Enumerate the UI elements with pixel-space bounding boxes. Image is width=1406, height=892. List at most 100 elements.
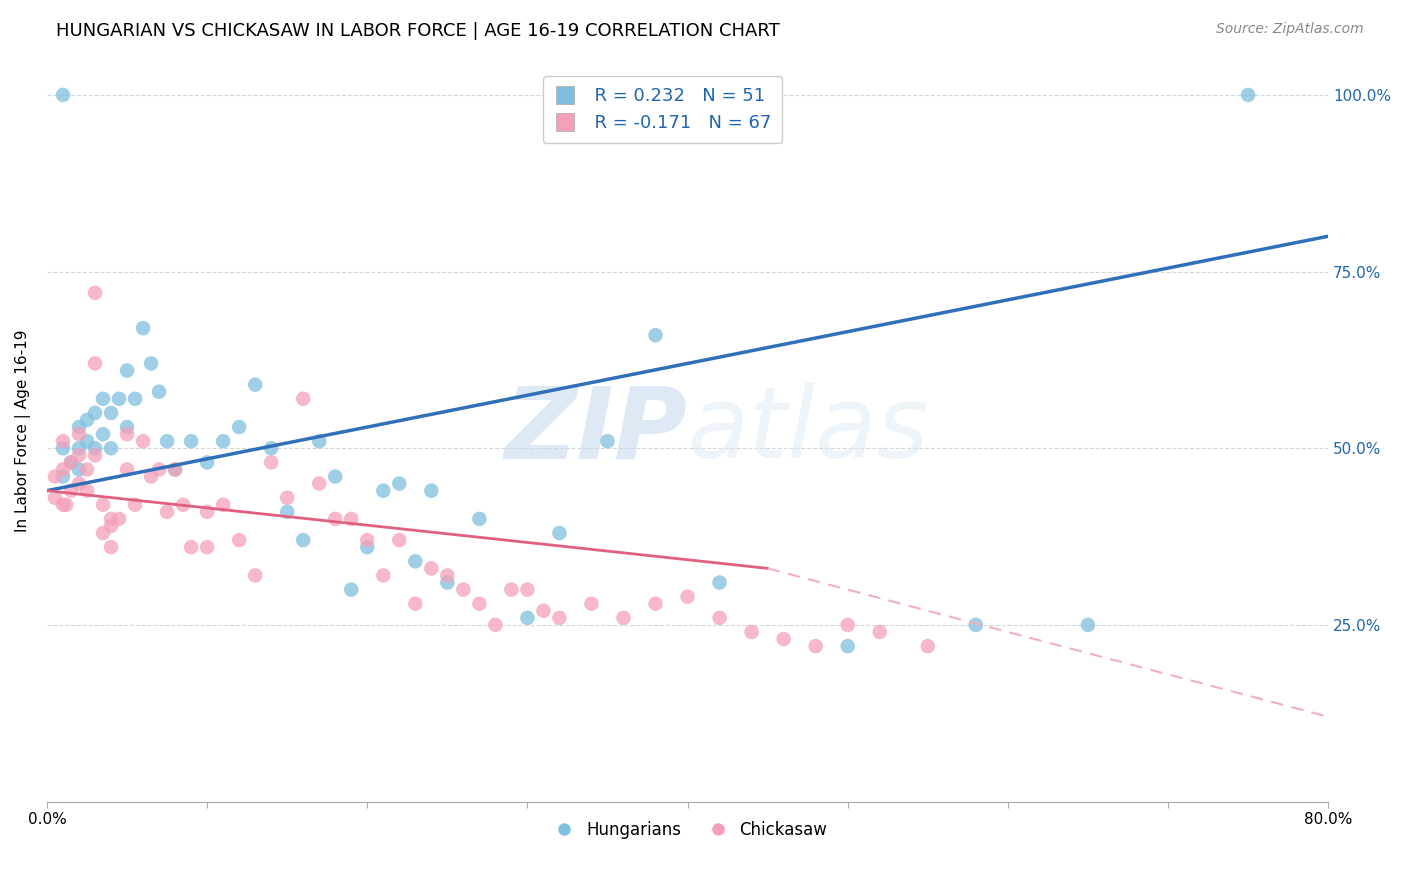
Point bbox=[84, 285, 107, 300]
Point bbox=[139, 469, 162, 483]
Point bbox=[156, 505, 179, 519]
Point bbox=[100, 442, 122, 456]
Point bbox=[612, 611, 634, 625]
Point bbox=[501, 582, 523, 597]
Point bbox=[195, 540, 218, 554]
Point bbox=[76, 413, 98, 427]
Point bbox=[115, 363, 138, 377]
Point bbox=[76, 483, 98, 498]
Point bbox=[404, 597, 426, 611]
Point bbox=[59, 455, 82, 469]
Point bbox=[323, 512, 346, 526]
Point bbox=[76, 462, 98, 476]
Point bbox=[644, 328, 666, 343]
Point bbox=[581, 597, 603, 611]
Point bbox=[52, 87, 75, 102]
Point bbox=[67, 476, 90, 491]
Point bbox=[52, 434, 75, 449]
Point bbox=[869, 624, 891, 639]
Point bbox=[404, 554, 426, 568]
Point bbox=[67, 420, 90, 434]
Point bbox=[100, 512, 122, 526]
Point bbox=[292, 533, 315, 548]
Point bbox=[548, 611, 571, 625]
Point bbox=[260, 455, 283, 469]
Point bbox=[67, 462, 90, 476]
Point bbox=[156, 434, 179, 449]
Point bbox=[276, 505, 298, 519]
Text: ZIP: ZIP bbox=[505, 382, 688, 479]
Point bbox=[837, 639, 859, 653]
Point bbox=[52, 498, 75, 512]
Point bbox=[1237, 87, 1260, 102]
Point bbox=[124, 392, 146, 406]
Point bbox=[436, 575, 458, 590]
Point bbox=[52, 442, 75, 456]
Point bbox=[676, 590, 699, 604]
Point bbox=[228, 533, 250, 548]
Point bbox=[100, 406, 122, 420]
Point bbox=[165, 462, 187, 476]
Point bbox=[84, 406, 107, 420]
Point bbox=[228, 420, 250, 434]
Point bbox=[356, 533, 378, 548]
Point bbox=[67, 448, 90, 462]
Point bbox=[468, 597, 491, 611]
Point bbox=[180, 434, 202, 449]
Point bbox=[420, 483, 443, 498]
Point bbox=[373, 568, 395, 582]
Point bbox=[308, 434, 330, 449]
Point bbox=[212, 498, 235, 512]
Point bbox=[59, 455, 82, 469]
Point bbox=[67, 442, 90, 456]
Point bbox=[276, 491, 298, 505]
Point bbox=[804, 639, 827, 653]
Point bbox=[115, 420, 138, 434]
Point bbox=[55, 498, 77, 512]
Point bbox=[44, 491, 66, 505]
Point bbox=[533, 604, 555, 618]
Point bbox=[965, 618, 987, 632]
Point bbox=[52, 462, 75, 476]
Point bbox=[260, 442, 283, 456]
Point bbox=[917, 639, 939, 653]
Point bbox=[323, 469, 346, 483]
Point bbox=[67, 427, 90, 442]
Point bbox=[172, 498, 194, 512]
Point bbox=[340, 512, 363, 526]
Point bbox=[709, 611, 731, 625]
Point bbox=[484, 618, 506, 632]
Point bbox=[52, 469, 75, 483]
Point bbox=[180, 540, 202, 554]
Point bbox=[84, 356, 107, 370]
Point bbox=[468, 512, 491, 526]
Point bbox=[356, 540, 378, 554]
Point bbox=[388, 533, 411, 548]
Point bbox=[124, 498, 146, 512]
Point bbox=[76, 434, 98, 449]
Point bbox=[308, 476, 330, 491]
Point bbox=[596, 434, 619, 449]
Point bbox=[132, 321, 155, 335]
Point bbox=[91, 498, 114, 512]
Point bbox=[84, 442, 107, 456]
Point bbox=[420, 561, 443, 575]
Point bbox=[59, 483, 82, 498]
Point bbox=[212, 434, 235, 449]
Point bbox=[195, 505, 218, 519]
Point bbox=[292, 392, 315, 406]
Point bbox=[139, 356, 162, 370]
Point bbox=[436, 568, 458, 582]
Point bbox=[84, 448, 107, 462]
Point bbox=[115, 427, 138, 442]
Text: Source: ZipAtlas.com: Source: ZipAtlas.com bbox=[1216, 22, 1364, 37]
Point bbox=[132, 434, 155, 449]
Point bbox=[741, 624, 763, 639]
Point bbox=[340, 582, 363, 597]
Point bbox=[243, 568, 266, 582]
Point bbox=[388, 476, 411, 491]
Point bbox=[108, 512, 131, 526]
Point bbox=[100, 540, 122, 554]
Point bbox=[165, 462, 187, 476]
Point bbox=[1077, 618, 1099, 632]
